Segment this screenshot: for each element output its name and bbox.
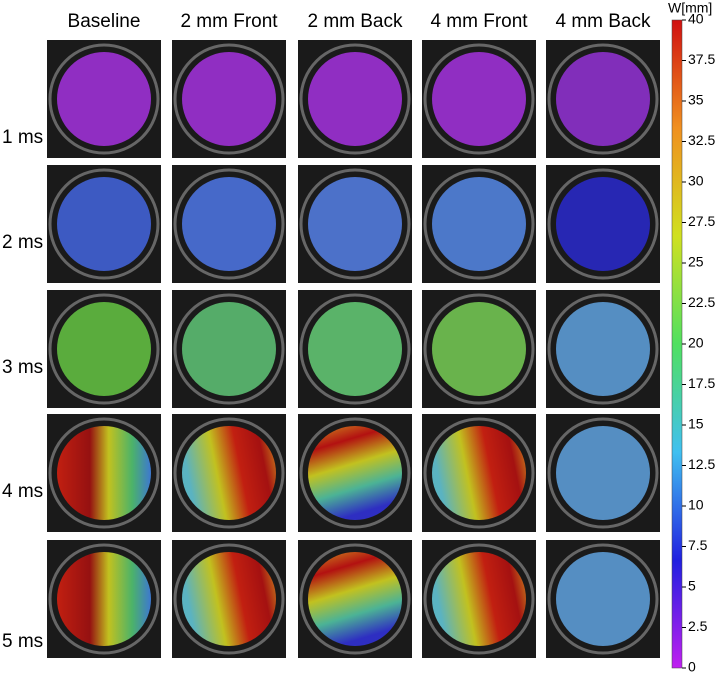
column-header: 4 mm Front <box>430 11 528 32</box>
colorbar-tick-label: 22.5 <box>688 294 715 310</box>
chamber-rim <box>48 543 160 655</box>
chamber-rim <box>48 43 160 155</box>
chamber-rim <box>423 417 535 529</box>
chamber-rim <box>48 168 160 280</box>
deflection-field <box>432 177 526 271</box>
column-header: 2 mm Back <box>307 11 403 32</box>
chamber-rim <box>299 417 411 529</box>
chamber-rim <box>547 543 659 655</box>
deflection-field <box>556 552 650 646</box>
deflection-field <box>57 552 151 646</box>
chamber-rim <box>423 168 535 280</box>
row-label: 1 ms <box>2 127 43 148</box>
chamber-rim <box>48 293 160 405</box>
colorbar-tick-label: 0 <box>688 659 696 675</box>
chamber-rim <box>299 168 411 280</box>
deflection-field <box>308 302 402 396</box>
column-header: 4 mm Back <box>555 11 651 32</box>
chamber-rim <box>547 417 659 529</box>
deflection-field <box>556 426 650 520</box>
chamber-rim <box>547 168 659 280</box>
deflection-field <box>182 552 276 646</box>
chamber-rim <box>173 417 285 529</box>
deflection-field <box>57 302 151 396</box>
chamber-rim <box>173 43 285 155</box>
colorbar-tick-label: 32.5 <box>688 132 715 148</box>
colorbar-tick-label: 35 <box>688 92 704 108</box>
column-header: Baseline <box>68 11 141 32</box>
colorbar-tick-label: 25 <box>688 254 704 270</box>
row-label: 4 ms <box>2 481 43 502</box>
colorbar-tick-label: 12.5 <box>688 456 715 472</box>
deflection-field <box>432 426 526 520</box>
colorbar-tick-label: 7.5 <box>688 537 708 553</box>
chamber-rim <box>423 43 535 155</box>
colorbar-tick-label: 30 <box>688 173 704 189</box>
deflection-field <box>182 302 276 396</box>
deflection-field <box>182 52 276 146</box>
chamber-rim <box>547 43 659 155</box>
chamber-rim <box>173 168 285 280</box>
deflection-field <box>432 552 526 646</box>
chamber-rim <box>299 293 411 405</box>
deflection-field <box>432 302 526 396</box>
deflection-field <box>308 552 402 646</box>
chamber-rim <box>173 293 285 405</box>
colorbar-tick-label: 40 <box>688 11 704 27</box>
colorbar <box>671 19 683 669</box>
colorbar-tick-label: 15 <box>688 416 704 432</box>
colorbar-tick-label: 27.5 <box>688 213 715 229</box>
deflection-field <box>182 426 276 520</box>
deflection-field <box>182 177 276 271</box>
colorbar-tick-label: 10 <box>688 497 704 513</box>
deflection-field <box>308 52 402 146</box>
deflection-field <box>556 177 650 271</box>
colorbar-tick-label: 37.5 <box>688 51 715 67</box>
row-label: 3 ms <box>2 357 43 378</box>
colorbar-label: W[mm] <box>668 0 712 16</box>
colorbar-tick-label: 2.5 <box>688 618 708 634</box>
deflection-field <box>308 177 402 271</box>
deflection-field <box>308 426 402 520</box>
chamber-rim <box>423 543 535 655</box>
colorbar-tick-label: 17.5 <box>688 375 715 391</box>
row-label: 2 ms <box>2 232 43 253</box>
deflection-field <box>57 177 151 271</box>
deflection-field <box>556 52 650 146</box>
row-label: 5 ms <box>2 631 43 652</box>
chamber-rim <box>173 543 285 655</box>
chamber-rim <box>299 543 411 655</box>
colorbar-tick-label: 5 <box>688 578 696 594</box>
deflection-field <box>556 302 650 396</box>
deflection-field <box>432 52 526 146</box>
deflection-field <box>57 426 151 520</box>
colorbar-tick-label: 20 <box>688 335 704 351</box>
chamber-rim <box>299 43 411 155</box>
deflection-field <box>57 52 151 146</box>
chamber-rim <box>547 293 659 405</box>
chamber-rim <box>48 417 160 529</box>
column-header: 2 mm Front <box>180 11 278 32</box>
chamber-rim <box>423 293 535 405</box>
